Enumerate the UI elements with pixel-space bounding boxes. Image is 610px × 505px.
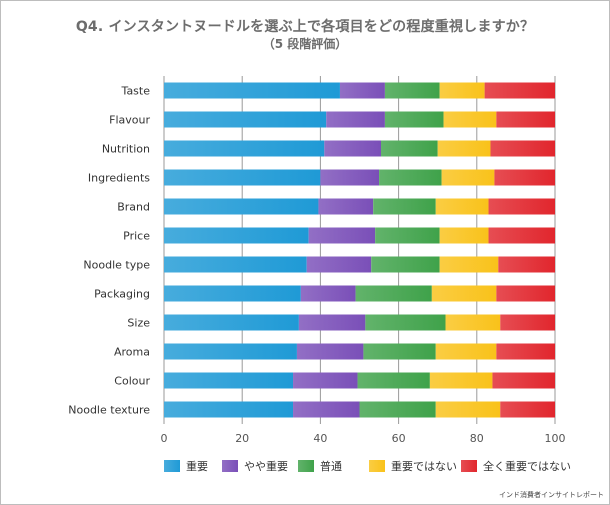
bar-segment [296,343,364,360]
bar-segment [164,285,301,302]
bar-segment [496,285,555,302]
bar-segment [306,256,372,273]
bar-segment [429,372,493,389]
category-label: Noodle texture [68,404,150,417]
category-label: Nutrition [102,143,150,156]
bar-segment [439,256,499,273]
bar-segment [488,227,555,244]
legend-label: 全く重要ではない [483,459,571,473]
bars [164,82,555,418]
x-tick-label: 40 [313,432,327,445]
bar-segment [355,285,432,302]
bar-segment [435,343,497,360]
bar-segment [384,82,440,99]
x-tick-label: 0 [161,432,168,445]
x-tick-label: 100 [545,432,566,445]
x-axis-ticks: 0 20 40 60 80 100 [161,432,566,445]
category-label: Brand [117,201,150,214]
legend-label: やや重要 [244,459,288,473]
bar-segment [164,227,309,244]
bar-segment [363,343,436,360]
legend: 重要 やや重要 普通 重要ではない 全く重要ではない [164,459,571,473]
bar-segment [164,256,307,273]
category-label: Taste [121,85,151,98]
bar-segment [164,314,299,331]
category-label: Flavour [109,114,150,127]
bar-segment [498,256,555,273]
gridlines [163,76,556,424]
bar-segment [379,169,442,186]
x-tick-label: 60 [392,432,406,445]
bar-segment [435,401,501,418]
bar-segment [484,82,555,99]
bar-segment [496,343,555,360]
bar-segment [435,198,489,215]
bar-segment [439,227,489,244]
bar-segment [164,140,325,157]
bar-segment [164,169,321,186]
bar-segment [359,401,436,418]
bar-segment [164,82,340,99]
bar-segment [494,169,555,186]
legend-swatch [461,460,477,472]
bar-segment [320,169,380,186]
bar-segment [437,140,491,157]
bar-segment [324,140,382,157]
legend-swatch [164,460,180,472]
bar-segment [164,198,319,215]
bar-segment [500,401,555,418]
chart-subtitle: （5 段階評価） [262,37,348,51]
bar-segment [496,111,555,128]
bar-segment [365,314,446,331]
legend-label: 重要 [186,459,208,473]
bar-segment [431,285,497,302]
bar-segment [488,198,555,215]
bar-segment [492,372,555,389]
bar-segment [439,82,485,99]
x-tick-label: 80 [470,432,484,445]
bar-segment [326,111,385,128]
category-label: Packaging [94,288,150,301]
category-label: Aroma [114,346,150,359]
category-labels: Taste Flavour Nutrition Ingredients Brand Pri… [68,85,150,417]
category-label: Size [127,317,150,330]
bar-segment [357,372,430,389]
bar-segment [164,111,327,128]
bar-segment [293,401,360,418]
legend-label: 重要ではない [391,459,457,473]
legend-swatch [298,460,314,472]
bar-segment [164,372,294,389]
source-note: インド消費者インサイトレポート [499,491,604,499]
bar-segment [164,401,294,418]
category-label: Colour [114,375,150,388]
bar-segment [293,372,358,389]
bar-segment [375,227,440,244]
x-tick-label: 20 [235,432,249,445]
bar-segment [443,111,497,128]
bar-segment [373,198,436,215]
bar-segment [298,314,366,331]
legend-label: 普通 [320,459,342,473]
bar-segment [384,111,444,128]
bar-segment [339,82,385,99]
bar-segment [300,285,356,302]
bar-segment [164,343,297,360]
bar-segment [445,314,501,331]
category-label: Price [123,230,150,243]
bar-segment [441,169,495,186]
bar-segment [500,314,555,331]
category-label: Ingredients [88,172,150,185]
bar-segment [381,140,438,157]
category-label: Noodle type [83,259,150,272]
bar-segment [371,256,440,273]
chart-title: Q4. インスタントヌードルを選ぶ上で各項目をどの程度重視しますか？ [75,19,535,35]
legend-swatch [369,460,385,472]
legend-swatch [222,460,238,472]
bar-segment [308,227,376,244]
bar-segment [318,198,374,215]
bar-segment [490,140,555,157]
